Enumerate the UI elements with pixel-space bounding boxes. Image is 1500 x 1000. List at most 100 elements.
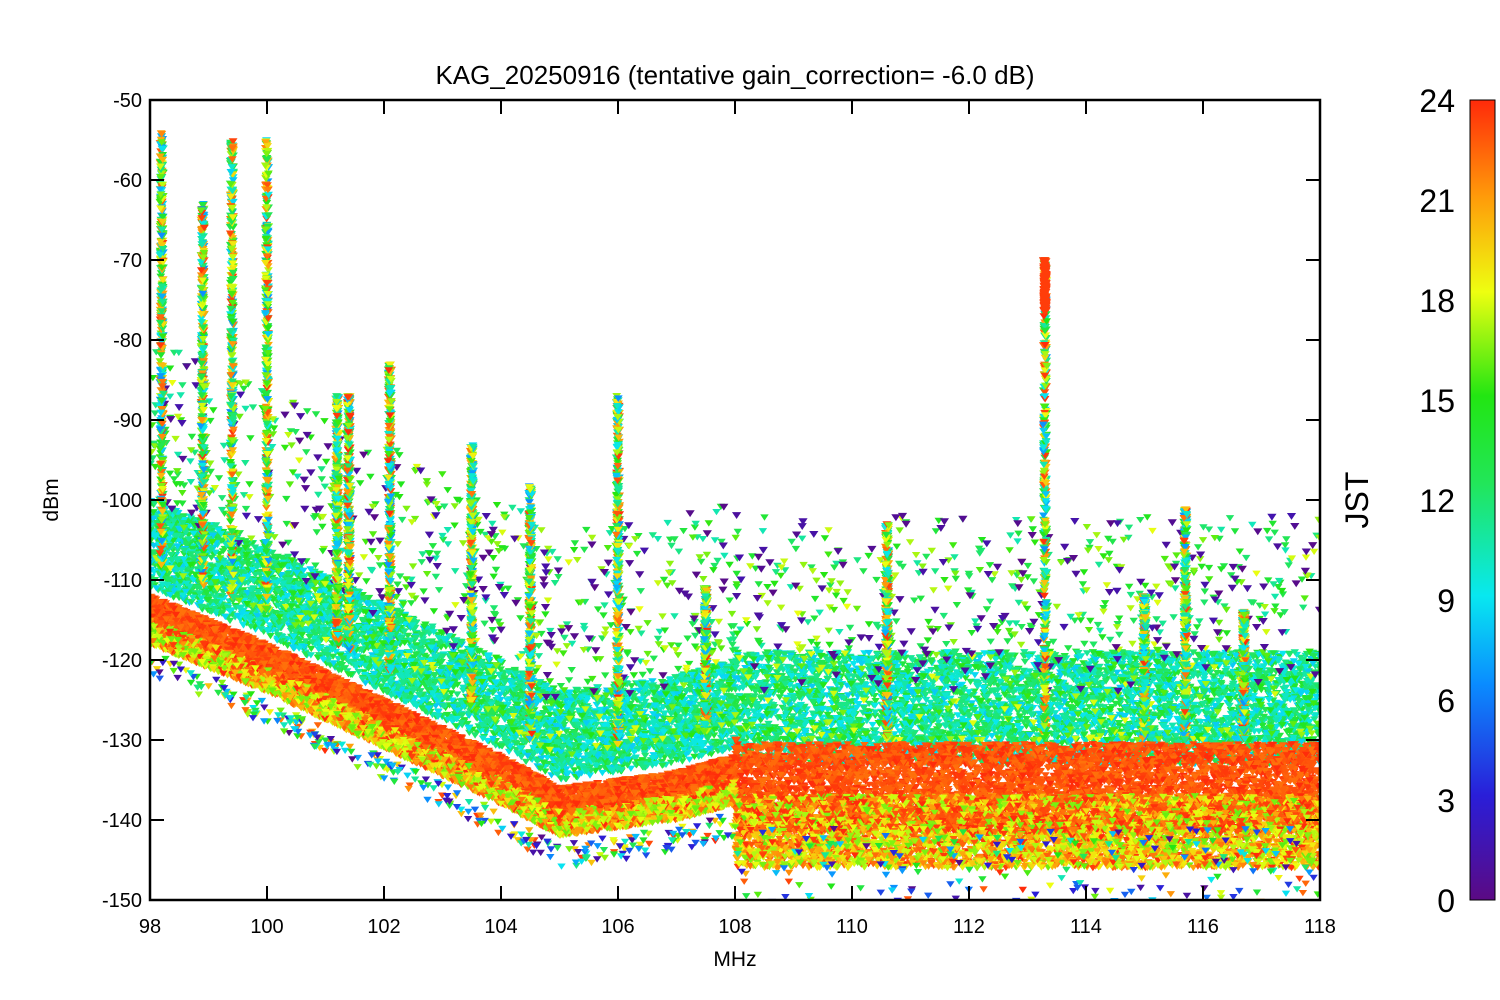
marker-group [156,212,1151,710]
marker-group [715,813,724,821]
marker-group [887,677,944,716]
marker-group [1202,894,1211,900]
marker-group [332,429,1149,654]
marker-group [912,862,921,869]
marker-group [541,693,551,701]
marker-group [1301,864,1310,871]
marker-group [1207,876,1216,884]
marker-group [1261,848,1270,855]
marker-group [156,163,1051,733]
marker-group [197,285,207,292]
marker-group [723,832,733,839]
marker-group [416,467,1125,672]
marker-group [466,420,1050,547]
marker-group [541,818,550,826]
marker-group [1042,529,1051,536]
marker-group [609,851,619,858]
marker-group [753,891,763,898]
marker-group [1269,685,1278,692]
marker-group [881,833,890,840]
marker-group [702,629,712,637]
marker-group [197,277,712,696]
marker-group [795,882,804,889]
marker-group [470,806,480,813]
marker-group [197,199,1248,636]
marker-group [641,847,650,854]
marker-group [634,845,644,853]
marker-group [1201,847,1210,854]
marker-group [522,836,531,844]
marker-group [275,614,284,621]
marker-group [452,790,462,797]
marker-group [284,730,294,737]
marker-group [660,849,670,856]
marker-group [884,864,893,871]
marker-group [263,350,273,357]
x-tick-label: 116 [1187,916,1219,938]
marker-group [161,655,170,663]
marker-group [718,817,727,825]
marker-group [1089,838,1099,845]
scatter-points [150,130,1320,911]
marker-group [1278,842,1287,849]
marker-group [167,550,1295,770]
marker-group [417,668,426,675]
marker-group [711,835,721,842]
marker-group [1240,851,1249,858]
marker-group [733,851,742,858]
marker-group [421,776,431,783]
colorbar-tick-label: 6 [1437,683,1455,719]
marker-group [196,207,206,214]
marker-group [839,597,848,605]
marker-group [286,715,295,722]
marker-group [246,691,262,707]
marker-group [347,748,356,755]
marker-group [951,570,960,577]
marker-group [467,258,1049,557]
marker-group [1211,858,1221,865]
marker-group [382,446,807,651]
marker-group [393,769,402,776]
marker-group [261,310,270,317]
marker-group [924,892,933,899]
marker-group [639,738,648,745]
marker-group [368,503,377,511]
marker-group [423,782,433,789]
marker-group [546,854,555,861]
marker-group [274,712,283,719]
marker-group [1181,645,1191,652]
marker-group [310,743,319,750]
marker-group [228,177,394,554]
marker-group [493,818,503,826]
marker-group [165,542,1266,724]
marker-group [537,834,546,841]
marker-group [1144,835,1154,842]
marker-group [710,631,720,639]
marker-group [280,444,290,452]
marker-group [313,454,323,462]
marker-group [429,785,438,792]
marker-group [268,416,278,423]
marker-group [701,693,711,700]
colorbar-tick-label: 0 [1437,883,1455,919]
marker-group [819,835,828,842]
marker-group [859,697,868,704]
marker-group [1080,884,1090,891]
marker-group [1301,905,1309,911]
marker-group [411,768,420,776]
y-axis-title: dBm [40,478,63,521]
marker-group [564,558,1027,566]
marker-group [669,830,678,838]
marker-group [934,835,943,843]
marker-group [456,806,466,813]
marker-group [1213,827,1222,834]
marker-group [958,829,968,836]
colorbar [1469,99,1496,901]
marker-group [332,748,342,756]
marker-group [1195,694,1205,701]
marker-group [260,162,1190,629]
marker-group [1243,858,1252,865]
marker-group [169,518,1313,769]
marker-group [1027,516,1036,523]
